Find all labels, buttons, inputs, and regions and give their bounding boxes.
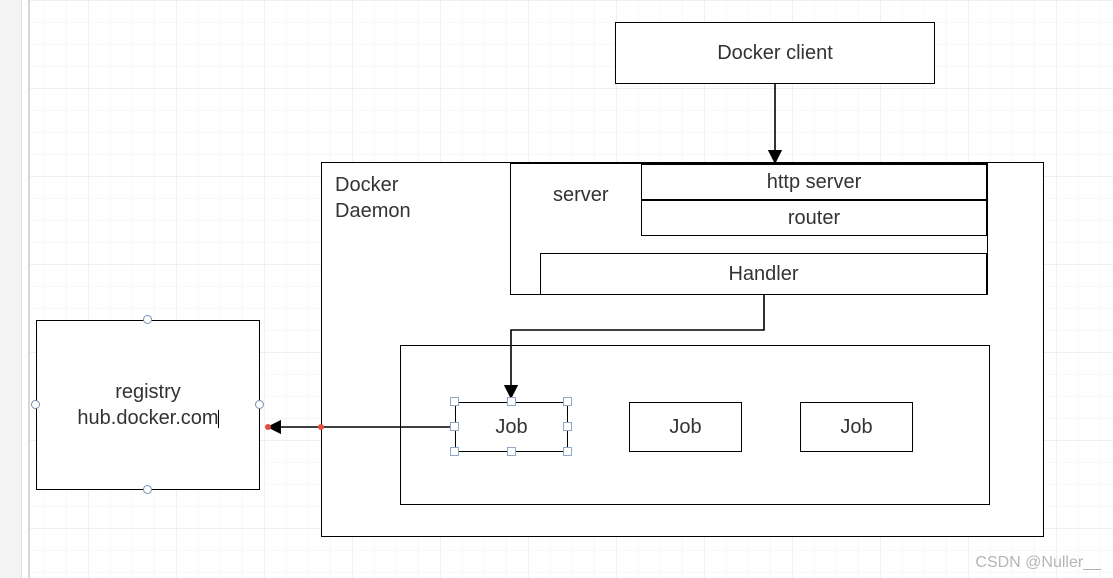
registry-label-line1: registry [115, 379, 181, 405]
node-job-1[interactable]: Job [455, 402, 568, 452]
resize-handle-sw[interactable] [450, 447, 459, 456]
watermark-text: CSDN @Nuller__ [975, 554, 1101, 572]
resize-handle-s[interactable] [507, 447, 516, 456]
resize-handle-e[interactable] [563, 422, 572, 431]
resize-handle-nw[interactable] [450, 397, 459, 406]
node-registry[interactable]: registry hub.docker.com [36, 320, 260, 490]
connection-point-icon[interactable] [143, 315, 152, 324]
ruler-gutter [0, 0, 22, 578]
node-label: Docker client [717, 40, 833, 66]
text-cursor-icon [218, 410, 219, 428]
edge-endpoint-icon[interactable] [318, 424, 324, 430]
connection-point-icon[interactable] [31, 400, 40, 409]
node-docker-client[interactable]: Docker client [615, 22, 935, 84]
node-label: Job [669, 414, 701, 440]
connection-point-icon[interactable] [255, 400, 264, 409]
node-router[interactable]: router [641, 200, 987, 236]
node-label: http server [767, 169, 861, 195]
node-http-server[interactable]: http server [641, 164, 987, 200]
resize-handle-w[interactable] [450, 422, 459, 431]
connection-point-icon[interactable] [143, 485, 152, 494]
node-job-3[interactable]: Job [800, 402, 913, 452]
diagram-canvas[interactable]: Docker client Docker Daemon server http … [0, 0, 1113, 578]
node-label: Job [840, 414, 872, 440]
registry-label-line2: hub.docker.com [77, 405, 218, 431]
page-edge [28, 0, 30, 578]
edge-endpoint-icon[interactable] [265, 424, 271, 430]
node-label: server [553, 182, 609, 208]
node-label: Handler [728, 261, 798, 287]
label-docker-daemon: Docker Daemon [335, 172, 411, 224]
resize-handle-n[interactable] [507, 397, 516, 406]
node-job-2[interactable]: Job [629, 402, 742, 452]
node-handler[interactable]: Handler [540, 253, 987, 295]
resize-handle-ne[interactable] [563, 397, 572, 406]
node-label: router [788, 205, 840, 231]
node-label: Job [495, 414, 527, 440]
resize-handle-se[interactable] [563, 447, 572, 456]
